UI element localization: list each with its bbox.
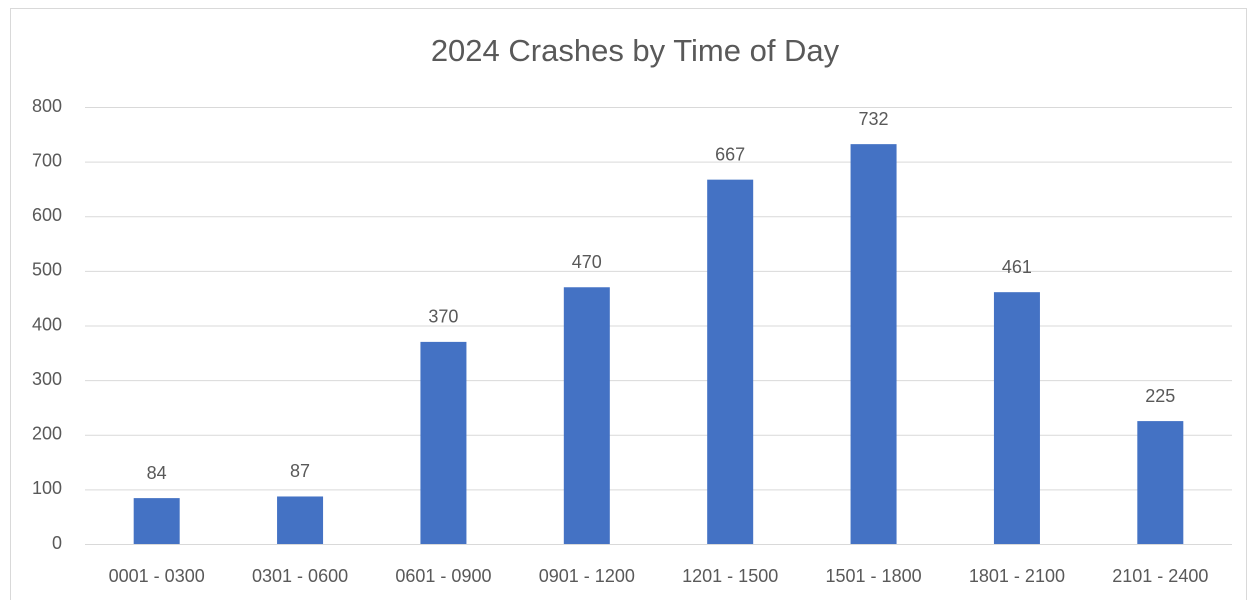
y-tick-label: 800	[32, 96, 62, 116]
bar	[563, 287, 610, 544]
data-label: 470	[572, 252, 602, 272]
y-tick-label: 200	[32, 424, 62, 444]
bar	[707, 179, 754, 544]
x-tick-label: 0901 - 1200	[539, 566, 635, 586]
bar	[420, 341, 467, 544]
y-tick-label: 300	[32, 369, 62, 389]
x-tick-label: 0601 - 0900	[395, 566, 491, 586]
y-tick-label: 500	[32, 260, 62, 280]
bar	[133, 498, 180, 544]
bar	[850, 144, 897, 544]
data-label: 667	[715, 144, 745, 164]
x-tick-label: 0301 - 0600	[252, 566, 348, 586]
data-label: 225	[1145, 386, 1175, 406]
x-tick-label: 1801 - 2100	[969, 566, 1065, 586]
x-tick-label: 1501 - 1800	[826, 566, 922, 586]
data-label: 87	[290, 461, 310, 481]
bar	[277, 496, 324, 544]
y-tick-label: 100	[32, 478, 62, 498]
y-tick-label: 0	[52, 533, 62, 553]
data-label: 370	[428, 307, 458, 327]
bar	[993, 292, 1040, 544]
x-tick-label: 2101 - 2400	[1112, 566, 1208, 586]
y-tick-label: 700	[32, 150, 62, 170]
data-label: 461	[1002, 257, 1032, 277]
bar	[1137, 421, 1184, 544]
data-label: 84	[147, 463, 167, 483]
y-tick-label: 400	[32, 314, 62, 334]
chart-title: 2024 Crashes by Time of Day	[431, 33, 840, 68]
data-label: 732	[859, 109, 889, 129]
y-tick-label: 600	[32, 205, 62, 225]
x-tick-label: 1201 - 1500	[682, 566, 778, 586]
x-tick-label: 0001 - 0300	[109, 566, 205, 586]
chart-border	[10, 8, 1247, 600]
